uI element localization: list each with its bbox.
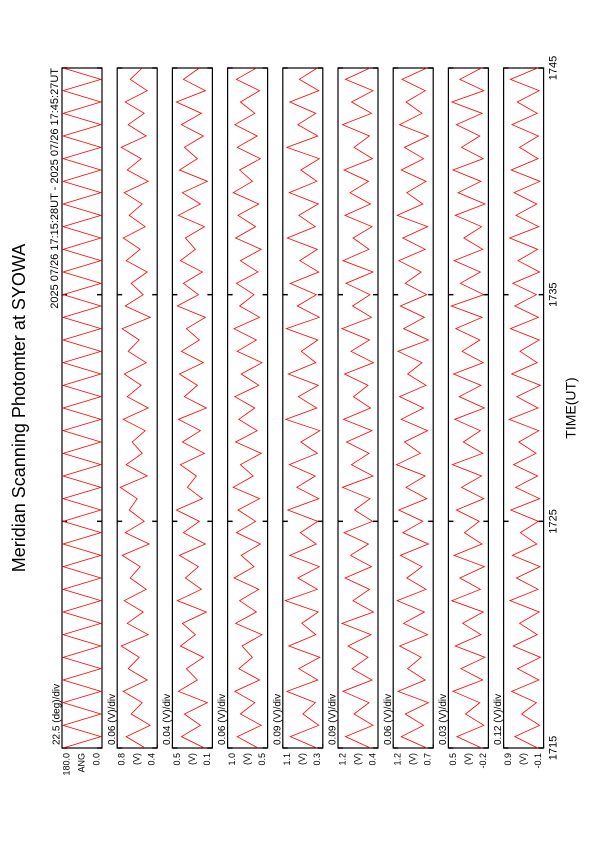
x-tick-label: 1745 (548, 56, 560, 80)
panel-frame (227, 67, 269, 749)
y-tick-label: 1.0 (227, 753, 237, 766)
panel-scale: 22.5 (deg)/div (52, 684, 63, 745)
chart-title: Meridian Scanning Photomter at SYOWA (9, 244, 29, 572)
y-tick-label: 0.5 (172, 753, 182, 766)
signal-line (395, 67, 430, 749)
panel-scale: 0.06 (V)/div (383, 694, 394, 745)
x-tick-label: 1735 (548, 282, 560, 306)
panel-frame (337, 67, 379, 749)
y-tick-label: 0.8 (117, 753, 127, 766)
signal-line (232, 67, 263, 749)
y-axis-label: ANG (76, 753, 86, 773)
y-tick-label: 180.0 (61, 753, 71, 776)
y-axis-label: (V) (408, 753, 418, 765)
panel-frame (392, 67, 434, 749)
y-tick-label: 1.1 (282, 753, 292, 766)
panel-frame (282, 67, 324, 749)
panel-scale: 0.06 (V)/div (217, 694, 228, 745)
y-tick-label: -0.1 (533, 753, 543, 769)
y-tick-label: 1.2 (393, 753, 403, 766)
y-tick-label: 0.3 (312, 753, 322, 766)
y-tick-label: 0.4 (147, 753, 157, 766)
panel-scale: 0.04 (V)/div (162, 694, 173, 745)
y-tick-label: -0.2 (478, 753, 488, 769)
signal-line (175, 67, 209, 749)
panel-frame (171, 67, 213, 749)
y-tick-label: 1.2 (337, 753, 347, 766)
panel-frame (116, 67, 158, 749)
y-tick-label: 0.4 (367, 753, 377, 766)
panel-frame (447, 67, 489, 749)
y-axis-label: (V) (242, 753, 252, 765)
panel-scale: 0.03 (V)/div (438, 694, 449, 745)
signal-line (284, 67, 321, 749)
time-range: 2025 07/26 17:15:28UT - 2025 07/26 17:45… (49, 68, 61, 309)
panel-scale: 0.12 (V)/div (493, 694, 504, 745)
y-axis-label: (V) (132, 753, 142, 765)
y-axis-label: (V) (187, 753, 197, 765)
panel-frame (61, 67, 103, 749)
x-axis-label: TIME(UT) (563, 377, 579, 438)
signal-line (61, 67, 103, 749)
panel-scale: 0.09 (V)/div (272, 694, 283, 745)
x-tick-label: 1725 (548, 509, 560, 533)
y-tick-label: 0.1 (202, 753, 212, 766)
signal-line (340, 67, 375, 749)
panel-frame (503, 67, 545, 749)
panel-scale: 0.06 (V)/div (107, 694, 118, 745)
rotated-plot: Meridian Scanning Photomter at SYOWA 202… (9, 56, 579, 776)
signal-line (450, 67, 487, 749)
y-tick-label: 0.9 (503, 753, 513, 766)
signal-line (508, 67, 542, 749)
y-tick-label: 0.7 (423, 753, 433, 766)
y-tick-label: 0.5 (257, 753, 267, 766)
y-axis-label: (V) (463, 753, 473, 765)
y-axis-label: (V) (352, 753, 362, 765)
y-tick-label: 0.0 (91, 753, 101, 766)
x-tick-label: 1715 (548, 736, 560, 760)
signal-line (119, 67, 152, 749)
y-axis-label: (V) (518, 753, 528, 765)
y-axis-label: (V) (297, 753, 307, 765)
panel-scale: 0.09 (V)/div (328, 694, 339, 745)
y-tick-label: 0.5 (448, 753, 458, 766)
